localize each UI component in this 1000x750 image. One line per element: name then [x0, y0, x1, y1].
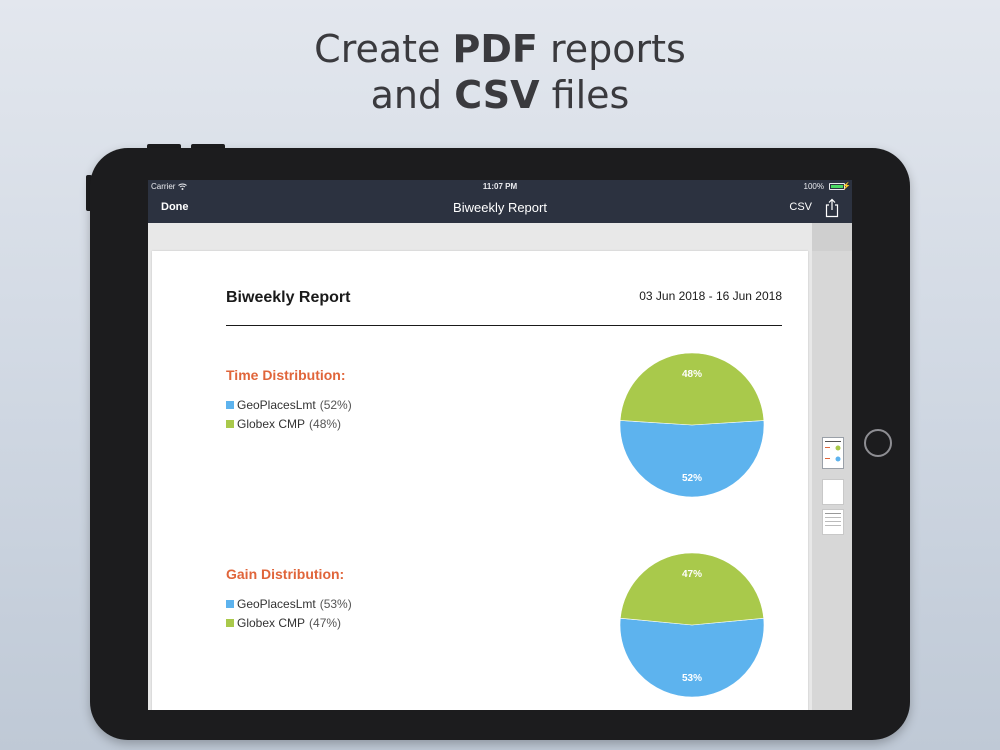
report-title: Biweekly Report: [226, 289, 351, 306]
gain-distribution-legend: GeoPlacesLmt (53%) Globex CMP (47%): [226, 595, 352, 633]
thumbnail-strip-header: [812, 223, 852, 251]
battery-percent: 100%: [803, 182, 824, 191]
promo-headline: Create PDF reports and CSV files: [0, 26, 1000, 118]
legend-item: Globex CMP (47%): [226, 614, 352, 633]
legend-swatch: [226, 600, 234, 608]
legend-name: GeoPlacesLmt: [237, 398, 316, 412]
page-thumbnail-1[interactable]: [822, 437, 844, 469]
legend-name: GeoPlacesLmt: [237, 597, 316, 611]
legend-item: Globex CMP (48%): [226, 415, 352, 434]
legend-swatch: [226, 619, 234, 627]
pie-slice-geoplaceslmt: [619, 617, 765, 698]
time-distribution-legend: GeoPlacesLmt (52%) Globex CMP (48%): [226, 396, 352, 434]
headline-line-1-post: reports: [537, 27, 686, 71]
legend-percent: (47%): [309, 616, 342, 630]
share-icon[interactable]: [824, 198, 840, 218]
legend-name: Globex CMP: [237, 616, 306, 630]
headline-line-2-bold: CSV: [454, 73, 540, 117]
gain-distribution-title: Gain Distribution:: [226, 566, 345, 582]
headline-line-1-bold: PDF: [452, 27, 538, 71]
gain-distribution-pie-chart: 53% 47%: [619, 552, 765, 698]
headline-line-2: and CSV files: [0, 72, 1000, 118]
time-distribution-pie-chart: 52% 48%: [619, 352, 765, 498]
pie-slice-label: 47%: [682, 569, 702, 580]
pie-slice-label: 52%: [682, 473, 702, 484]
legend-swatch: [226, 401, 234, 409]
legend-item: GeoPlacesLmt (53%): [226, 595, 352, 614]
thumbnail-table-icon: [825, 513, 841, 526]
wifi-icon: [177, 183, 187, 190]
thumbnail-preview-icon: [825, 441, 841, 462]
power-button: [86, 175, 92, 211]
report-divider: [226, 325, 782, 326]
pdf-preview-area[interactable]: Biweekly Report 03 Jun 2018 - 16 Jun 201…: [148, 223, 812, 710]
report-page: Biweekly Report 03 Jun 2018 - 16 Jun 201…: [152, 251, 808, 710]
time-distribution-title: Time Distribution:: [226, 367, 346, 383]
pie-slice-globex-cmp: [619, 552, 765, 626]
legend-percent: (48%): [309, 417, 342, 431]
legend-percent: (53%): [319, 597, 352, 611]
legend-item: GeoPlacesLmt (52%): [226, 396, 352, 415]
volume-up-button: [147, 144, 181, 150]
pie-slice-globex-cmp: [619, 352, 765, 426]
pie-slice-label: 53%: [682, 673, 702, 684]
tablet-screen: Carrier 11:07 PM 100% ⚡ Done Biweekly Re…: [148, 180, 852, 710]
page-thumbnail-3[interactable]: [822, 509, 844, 535]
charging-bolt-icon: ⚡: [842, 183, 851, 190]
csv-button[interactable]: CSV: [789, 201, 812, 213]
navigation-bar: Done Biweekly Report CSV: [148, 193, 852, 223]
headline-line-2-post: files: [539, 73, 630, 117]
headline-line-1: Create PDF reports: [0, 26, 1000, 72]
home-button[interactable]: [864, 429, 892, 457]
page-thumbnail-2[interactable]: [822, 479, 844, 505]
status-bar: Carrier 11:07 PM 100% ⚡: [148, 180, 852, 193]
page-thumbnail-strip: [812, 223, 852, 710]
report-date-range: 03 Jun 2018 - 16 Jun 2018: [639, 289, 782, 303]
headline-line-1-pre: Create: [314, 27, 453, 71]
pie-slice-geoplaceslmt: [619, 420, 765, 498]
done-button[interactable]: Done: [161, 201, 189, 213]
legend-swatch: [226, 420, 234, 428]
headline-line-2-pre: and: [370, 73, 455, 117]
carrier-text: Carrier: [151, 182, 176, 191]
nav-title: Biweekly Report: [453, 200, 547, 215]
volume-down-button: [191, 144, 225, 150]
carrier-label: Carrier: [151, 180, 187, 193]
legend-name: Globex CMP: [237, 417, 306, 431]
battery-icon: [829, 183, 845, 190]
pie-slice-label: 48%: [682, 369, 702, 380]
status-time: 11:07 PM: [482, 182, 518, 191]
legend-percent: (52%): [319, 398, 352, 412]
